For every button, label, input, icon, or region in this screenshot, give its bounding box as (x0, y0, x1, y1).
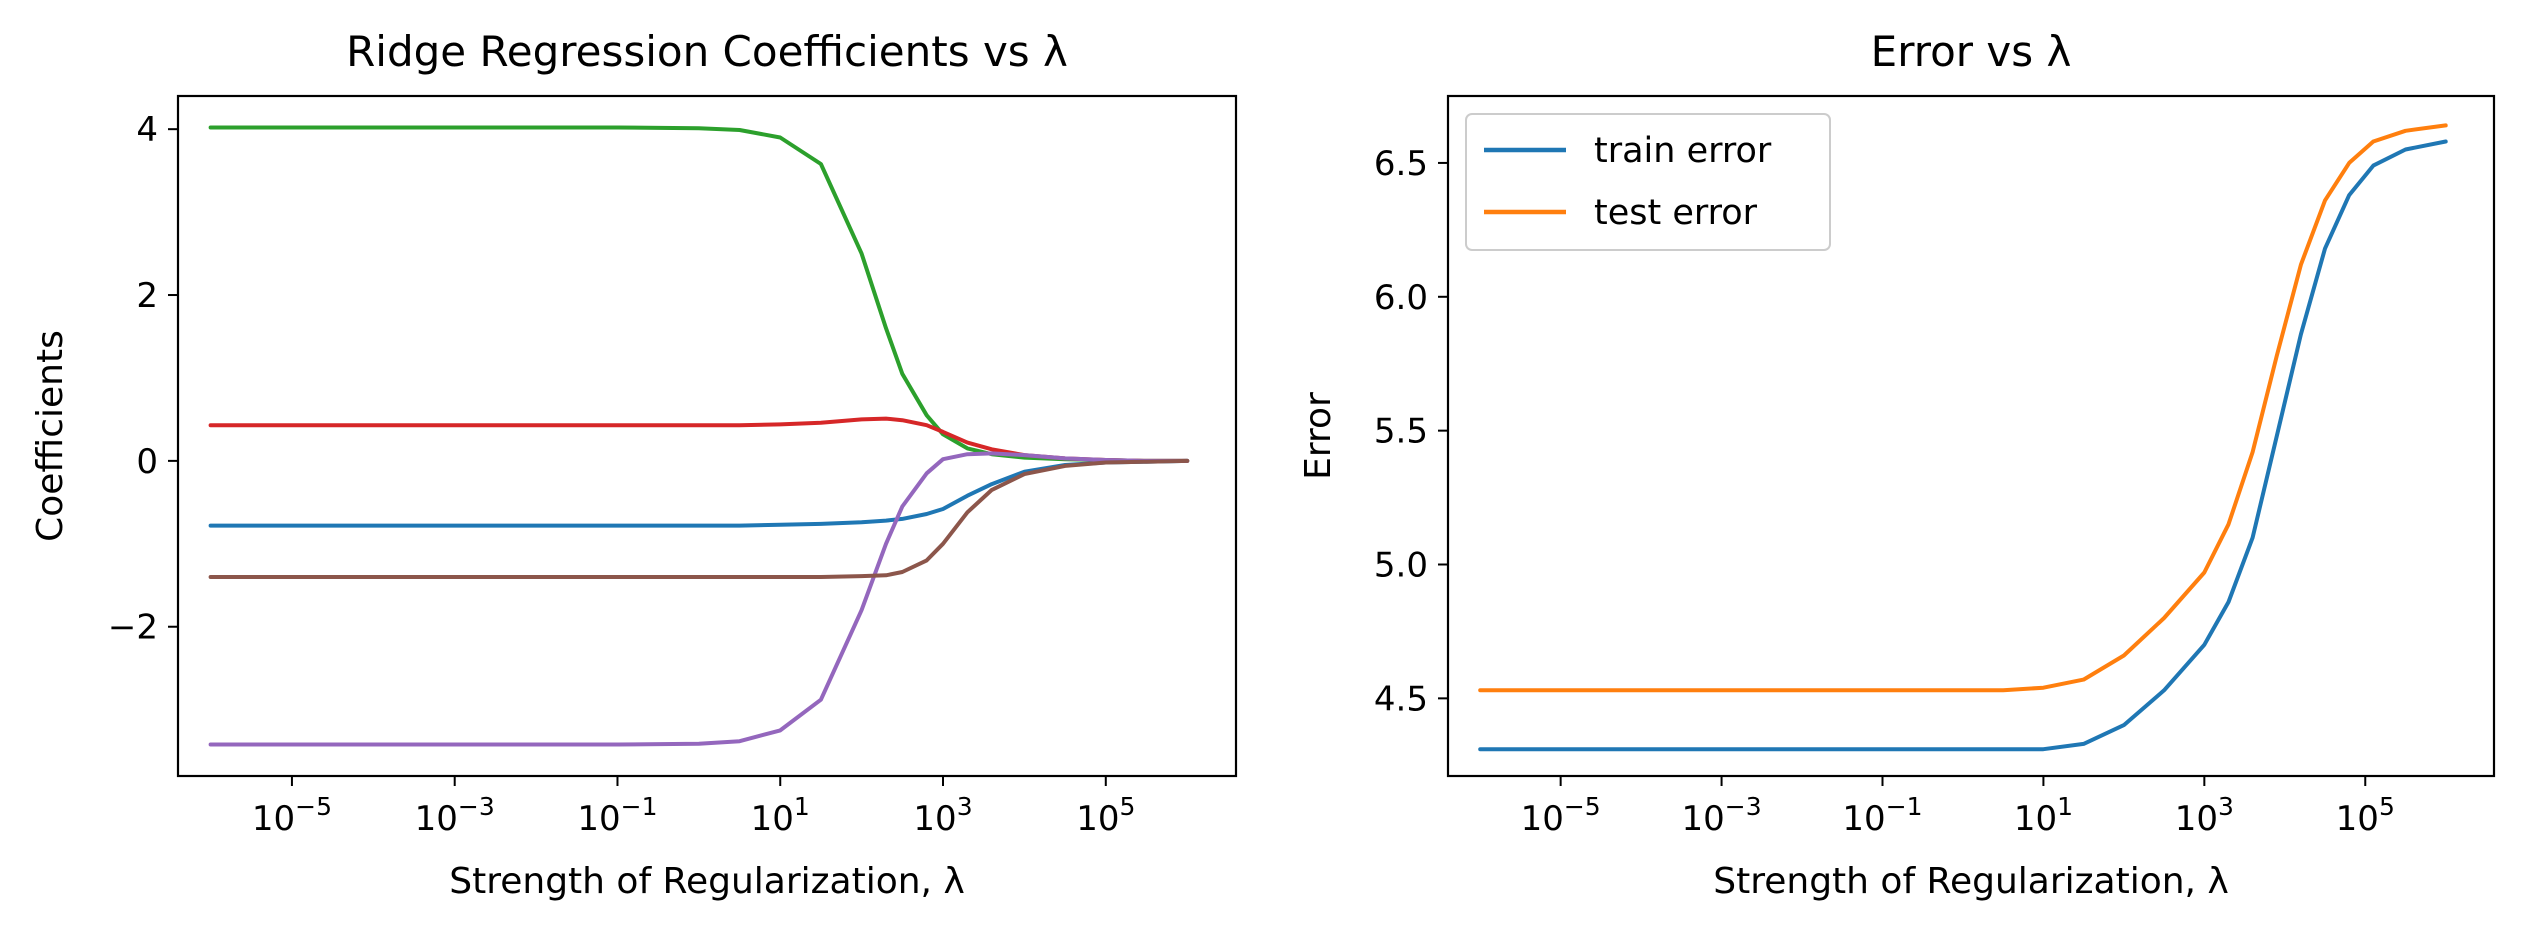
coef-x-axis-label: Strength of Regularization, λ (449, 861, 965, 902)
error-y-axis-label: Error (1298, 392, 1339, 480)
coef-y-tick-label: 4 (136, 110, 158, 150)
coef-series-line-5 (208, 458, 1190, 579)
error-y-tick-label: 5.0 (1374, 546, 1428, 586)
tick-base: 10 (913, 799, 956, 839)
coef-series-line-4 (208, 451, 1190, 747)
tick-exponent: 3 (957, 792, 973, 821)
tick-base: 10 (1076, 799, 1119, 839)
tick-exponent: −5 (1564, 792, 1601, 821)
coef-x-tick-label: 101 (751, 792, 810, 839)
coef-y-axis-label: Coefficients (30, 330, 71, 542)
error-axes-frame (1446, 94, 2496, 778)
error-x-tick-label: 105 (2336, 792, 2395, 839)
error-x-tick-label: 10−3 (1682, 792, 1762, 839)
tick-exponent: −3 (458, 792, 495, 821)
tick-exponent: 1 (794, 792, 810, 821)
tick-exponent: 5 (2379, 792, 2395, 821)
coef-axes-frame (176, 94, 1238, 778)
coef-x-tick-label: 105 (1076, 792, 1135, 839)
error-y-tick-label: 6.5 (1374, 144, 1428, 184)
coef-chart-title: Ridge Regression Coefficients vs λ (346, 27, 1068, 76)
error-chart-title: Error vs λ (1871, 27, 2072, 76)
error-y-tick-label: 5.5 (1374, 412, 1428, 452)
error-x-axis-label: Strength of Regularization, λ (1713, 861, 2229, 902)
tick-base: 10 (415, 799, 458, 839)
error-y-tick-label: 4.5 (1374, 679, 1428, 719)
tick-exponent: −3 (1725, 792, 1762, 821)
coef-y-tick-label: 0 (136, 442, 158, 482)
tick-exponent: −5 (295, 792, 332, 821)
coef-series-line-2 (208, 125, 1190, 463)
coef-y-tick-label: 2 (136, 276, 158, 316)
tick-exponent: 5 (1119, 792, 1135, 821)
tick-base: 10 (2336, 799, 2379, 839)
tick-base: 10 (751, 799, 794, 839)
coef-x-tick-label: 103 (913, 792, 972, 839)
error-x-tick-label: 10−5 (1521, 792, 1601, 839)
coef-y-tick-label: −2 (108, 608, 158, 648)
error-x-tick-label: 103 (2175, 792, 2234, 839)
error-series-line-2 (1478, 123, 2448, 693)
error-series-line-1 (1478, 139, 2448, 752)
tick-base: 10 (1842, 799, 1885, 839)
tick-exponent: 3 (2218, 792, 2234, 821)
tick-exponent: −1 (621, 792, 658, 821)
tick-base: 10 (252, 799, 295, 839)
error-x-tick-label: 10−1 (1842, 792, 1922, 839)
coef-x-tick-label: 10−1 (577, 792, 657, 839)
error-chart: 10−5 10−3 10−1 101 103 1056.56.05.55.04.5Erro… (1298, 27, 2496, 902)
tick-base: 10 (577, 799, 620, 839)
legend-label-1: train error (1594, 131, 1772, 171)
tick-exponent: 1 (2057, 792, 2073, 821)
tick-base: 10 (1682, 799, 1725, 839)
error-y-tick-label: 6.0 (1374, 278, 1428, 318)
tick-base: 10 (2014, 799, 2057, 839)
tick-exponent: −1 (1886, 792, 1923, 821)
error-x-tick-label: 101 (2014, 792, 2073, 839)
legend-label-2: test error (1594, 193, 1758, 233)
coef-x-tick-label: 10−3 (415, 792, 495, 839)
tick-base: 10 (2175, 799, 2218, 839)
coef-x-tick-label: 10−5 (252, 792, 332, 839)
tick-base: 10 (1521, 799, 1564, 839)
